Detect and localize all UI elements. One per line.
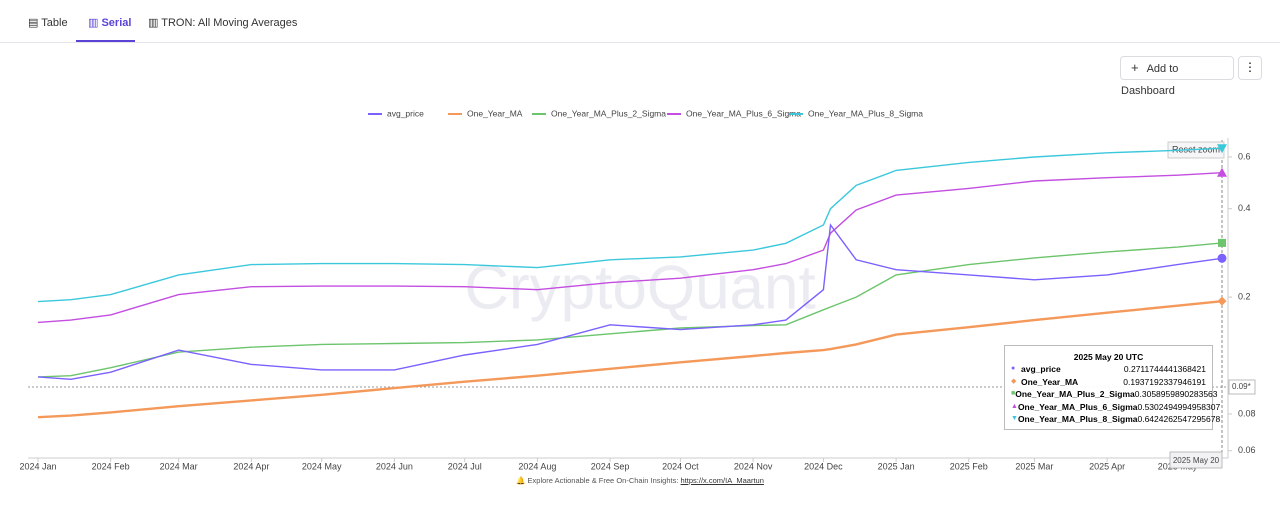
footer-link[interactable]: https://x.com/IA_Maartun (680, 476, 764, 485)
tooltip-marker: ▼ (1011, 415, 1018, 422)
x-tick-label: 2024 Aug (518, 461, 556, 471)
tooltip-value: 0.6424262547295678 (1137, 414, 1221, 424)
y-tick-label: 0.06 (1238, 445, 1256, 455)
hover-marker (1217, 144, 1227, 154)
tooltip-value: 0.5302494994958307 (1137, 401, 1221, 412)
x-tick-label: 2025 Jan (878, 461, 915, 471)
hover-marker (1217, 253, 1227, 263)
x-tick-label: 2024 Apr (233, 461, 269, 471)
tooltip-rows: ● avg_price 0.2711744441368421 ◆ One_Year_MA… (1005, 364, 1220, 425)
y-tick-label: 0.08 (1238, 408, 1256, 418)
hover-marker (1218, 238, 1226, 247)
tooltip-name: One_Year_MA (1021, 376, 1079, 387)
legend-label: One_Year_MA (467, 108, 523, 118)
x-tick-label: 2025 Apr (1089, 461, 1125, 471)
button-label: Add to Dashboard (1121, 63, 1179, 97)
x-tick-label: 2024 Feb (92, 461, 130, 471)
y-tick-label: 0.2 (1238, 291, 1251, 301)
tooltip-row: ▼ One_Year_MA_Plus_8_Sigma 0.6424262547295… (1011, 414, 1220, 425)
tooltip-row: ● avg_price 0.2711744441368421 (1011, 364, 1206, 375)
footer: 🔔 Explore Actionable & Free On-Chain Ins… (516, 476, 764, 485)
x-tick-label: 2025 Feb (950, 461, 988, 471)
y-cursor-label: 0.09* (1232, 382, 1251, 391)
hover-marker (1217, 296, 1227, 306)
x-tick-label: 2024 Mar (160, 461, 198, 471)
tab-label: Table (41, 17, 68, 29)
tab[interactable]: ▥ Serial (88, 17, 132, 29)
y-cursor-box (1228, 379, 1256, 395)
tab-label: Serial (101, 17, 132, 29)
legend-label: One_Year_MA_Plus_2_Sigma (551, 108, 666, 118)
tooltip-row: ◆ One_Year_MA 0.1937192337946191 (1011, 377, 1206, 388)
x-cursor-box (1169, 451, 1223, 469)
tooltip-marker: ◆ (1011, 377, 1017, 385)
tooltip-marker: ▲ (1011, 402, 1018, 410)
series-line (37, 300, 1223, 419)
y-tick-label: 0.4 (1238, 203, 1251, 213)
series-line (37, 172, 1223, 324)
tooltip-title: 2025 May 20 UTC (1073, 352, 1144, 362)
watermark: CryptoQuant (464, 253, 816, 322)
tooltip-value: 0.2711744441368421 (1123, 364, 1206, 374)
tooltip-marker: ■ (1011, 390, 1016, 397)
tab[interactable]: ▥ TRON: All Moving Averages (148, 17, 298, 29)
x-tick-label: 2024 Sep (591, 461, 630, 471)
tooltip-marker: ● (1011, 365, 1016, 372)
tooltip: 2025 May 20 UTC ● avg_price 0.271174444136… (1004, 345, 1220, 430)
legend-label: One_Year_MA_Plus_8_Sigma (808, 108, 923, 118)
tab-bar: ▤ Table ▥ Serial ▥ TRON: All Moving Aver… (0, 0, 1280, 43)
x-tick-label: 2024 Oct (662, 461, 699, 471)
x-tick-label: 2024 Dec (804, 461, 843, 471)
x-tick-label: 2024 Jun (376, 461, 413, 471)
series-line (37, 147, 1223, 303)
legend-label: avg_price (387, 108, 424, 118)
tab-underline (76, 40, 135, 42)
x-tick-label: 2024 Nov (734, 461, 773, 471)
x-tick-label: 2024 Jan (19, 461, 56, 471)
tab[interactable]: ▤ Table (28, 17, 68, 29)
tooltip-value: 0.1937192337946191 (1123, 376, 1206, 387)
tab-label: TRON: All Moving Averages (161, 17, 298, 29)
tooltip-name: One_Year_MA_Plus_6_Sigma (1017, 401, 1138, 412)
tooltip-name: avg_price (1021, 364, 1061, 374)
add-dashboard-button[interactable]: + Add to Dashboard (1120, 56, 1234, 97)
x-tick-label: 2024 May (302, 461, 342, 471)
x-cursor-label: 2025 May 20 (1173, 456, 1220, 465)
legend-label: One_Year_MA_Plus_6_Sigma (686, 108, 801, 118)
y-tick-label: 0.6 (1238, 151, 1251, 161)
x-tick-label: 2024 Jul (448, 461, 482, 471)
tooltip-name: One_Year_MA_Plus_8_Sigma (1017, 414, 1138, 424)
tooltip-value: 0.3058959890283563 (1134, 389, 1218, 399)
hover-marker (1217, 167, 1227, 177)
more-button[interactable]: ⋮ (1238, 56, 1262, 80)
series-line (37, 223, 1223, 381)
tooltip-row: ▲ One_Year_MA_Plus_6_Sigma 0.5302494994958… (1011, 401, 1220, 413)
tooltip-name: One_Year_MA_Plus_2_Sigma (1015, 389, 1135, 399)
tooltip-row: ■ One_Year_MA_Plus_2_Sigma 0.3058959890283… (1011, 389, 1218, 400)
footer-text: Explore Actionable & Free On-Chain Insig… (527, 476, 679, 485)
x-tick-label: 2025 Mar (1015, 461, 1053, 471)
